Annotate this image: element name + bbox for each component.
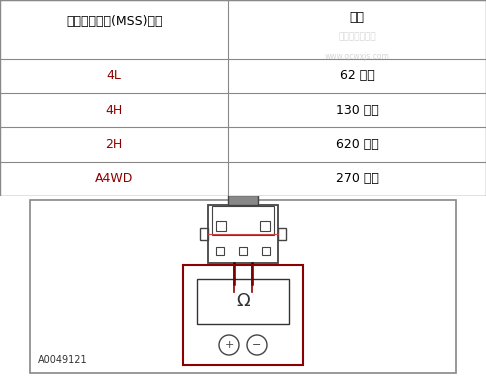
Bar: [208, 205, 278, 263]
Text: −: −: [252, 340, 261, 350]
Text: 62 欧姆: 62 欧姆: [340, 69, 375, 83]
Text: 2H: 2H: [105, 138, 123, 151]
Bar: [212, 206, 274, 235]
Bar: [228, 195, 258, 205]
Bar: [197, 279, 289, 324]
Text: 620 欧姆: 620 欧姆: [336, 138, 379, 151]
Text: A0049121: A0049121: [38, 355, 87, 365]
Text: 汽车维修技术网: 汽车维修技术网: [338, 33, 376, 42]
Text: 4H: 4H: [105, 104, 123, 117]
Bar: [183, 265, 303, 365]
Polygon shape: [231, 283, 237, 291]
Bar: [30, 200, 456, 373]
Bar: [216, 221, 226, 231]
Bar: [278, 228, 286, 240]
Text: 4L: 4L: [107, 69, 122, 83]
Bar: [260, 221, 270, 231]
Text: 电阻: 电阻: [350, 11, 364, 24]
Bar: [262, 247, 270, 255]
Text: www.qcwxjs.com: www.qcwxjs.com: [325, 52, 390, 61]
Text: A4WD: A4WD: [95, 172, 133, 185]
Text: 模式选择开关(MSS)位置: 模式选择开关(MSS)位置: [66, 15, 162, 28]
Bar: [200, 228, 208, 240]
Bar: [239, 247, 247, 255]
Polygon shape: [249, 283, 255, 291]
Text: +: +: [225, 340, 234, 350]
Text: Ω: Ω: [236, 293, 250, 311]
Text: 270 欧姆: 270 欧姆: [336, 172, 379, 185]
Text: 130 欧姆: 130 欧姆: [336, 104, 379, 117]
Bar: [216, 247, 224, 255]
